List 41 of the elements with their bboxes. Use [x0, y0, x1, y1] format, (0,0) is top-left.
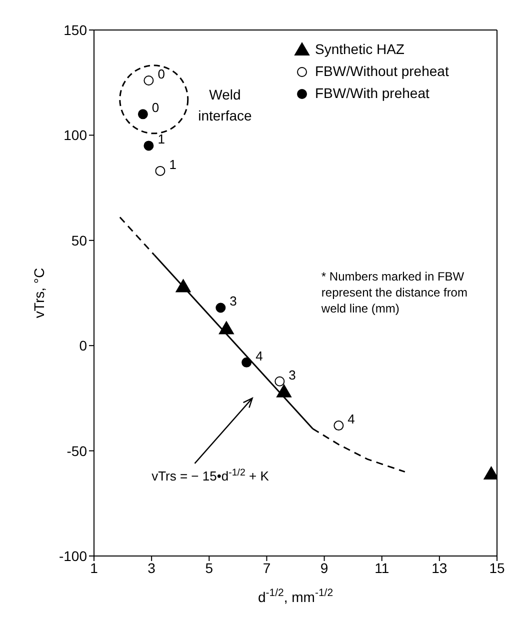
annotation: 1	[169, 156, 176, 172]
annotation: 3	[230, 294, 237, 309]
y-tick-label: 50	[71, 232, 88, 248]
y-tick-label: 0	[79, 338, 88, 354]
x-tick-label: 13	[432, 560, 448, 576]
y-tick-label: 150	[64, 22, 88, 38]
annotation: 4	[348, 412, 355, 427]
point	[242, 357, 252, 368]
legend-label: FBW/Without preheat	[315, 63, 449, 79]
x-tick-label: 11	[374, 560, 390, 576]
x-axis-title: d$^{-1/2}$, mm$^{-1/2}$	[258, 587, 334, 605]
annotation: 0	[152, 100, 160, 116]
annotation: 1	[158, 132, 165, 147]
annotation: 4	[256, 348, 263, 364]
point	[218, 321, 234, 334]
x-tick-label: 5	[205, 560, 214, 576]
point	[144, 140, 154, 151]
annotation: Weld interface	[198, 86, 252, 124]
point	[138, 109, 148, 120]
legend-label: FBW/With preheat	[315, 85, 430, 101]
y-tick-label: 100	[64, 127, 88, 144]
point	[216, 302, 226, 313]
y-axis-title: vTrs, °C	[31, 268, 47, 318]
point	[176, 279, 191, 292]
annotation: 0	[158, 66, 165, 82]
legend-label: Synthetic HAZ	[315, 41, 404, 57]
annotation: vTrs = − 15•d$^{-1/2}$ + K	[152, 466, 270, 484]
point	[274, 376, 285, 386]
x-tick-label: 1	[90, 560, 98, 576]
y-tick-label: -100	[58, 548, 88, 564]
x-tick-label: 9	[320, 560, 328, 576]
point	[155, 166, 166, 176]
point	[276, 384, 292, 398]
point	[144, 75, 154, 86]
x-tick-label: 15	[489, 560, 505, 576]
x-tick-label: 7	[262, 560, 271, 576]
x-tick-label: 3	[148, 560, 156, 576]
annotation: 3	[288, 367, 296, 382]
annotation: * Numbers marked in FBW represent the distance from weld line (mm)	[320, 269, 468, 316]
point	[334, 420, 344, 431]
y-tick-label: -50	[66, 442, 88, 459]
